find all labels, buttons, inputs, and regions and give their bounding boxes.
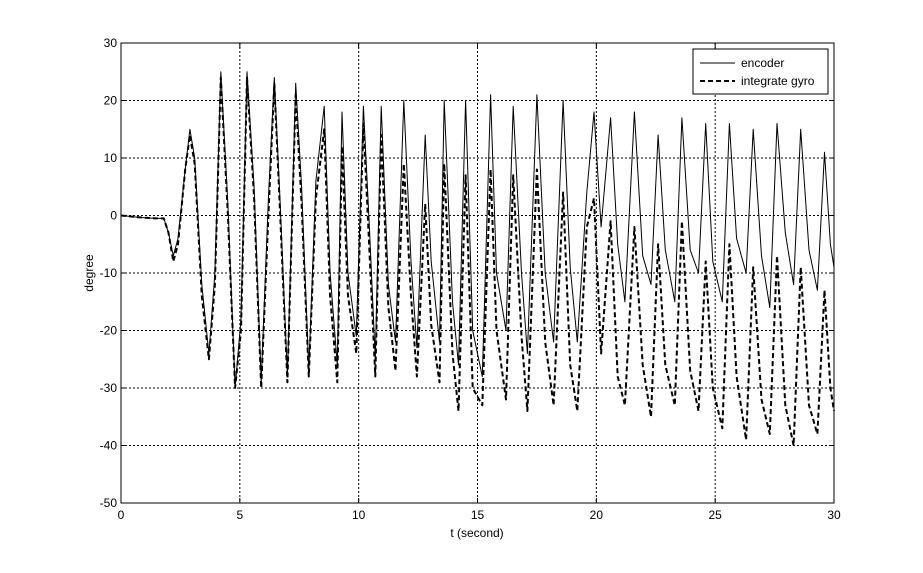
x-tick-label: 10 [352, 508, 366, 522]
y-axis-label: degree [82, 254, 96, 292]
y-tick-label: 0 [110, 209, 117, 223]
x-tick-label: 30 [827, 508, 841, 522]
x-tick-label: 25 [708, 508, 722, 522]
legend-box [692, 48, 829, 95]
y-tick-label: -40 [100, 439, 118, 453]
axis-ticks [120, 42, 835, 504]
x-axis-label: t (second) [450, 526, 503, 540]
y-tick-label: 10 [104, 151, 118, 165]
x-tick-label: 0 [118, 508, 125, 522]
legend: encoder integrate gyro [692, 48, 829, 95]
y-tick-labels: -50 -40 -30 -20 -10 0 10 20 30 [100, 36, 118, 510]
y-tick-label: -50 [100, 496, 118, 510]
legend-encoder-label: encoder [741, 56, 784, 70]
y-tick-label: -30 [100, 381, 118, 395]
x-tick-label: 20 [590, 508, 604, 522]
series-lines [120, 71, 835, 447]
y-tick-label: -10 [100, 266, 118, 280]
x-tick-label: 5 [236, 508, 243, 522]
y-tick-label: -20 [100, 324, 118, 338]
y-tick-label: 30 [104, 36, 118, 50]
integrate-gyro-series-line [120, 76, 835, 447]
x-tick-labels: 0 5 10 15 20 25 30 [118, 508, 841, 522]
x-tick-label: 15 [471, 508, 485, 522]
legend-gyro-label: integrate gyro [741, 74, 815, 88]
y-tick-label: 20 [104, 94, 118, 108]
